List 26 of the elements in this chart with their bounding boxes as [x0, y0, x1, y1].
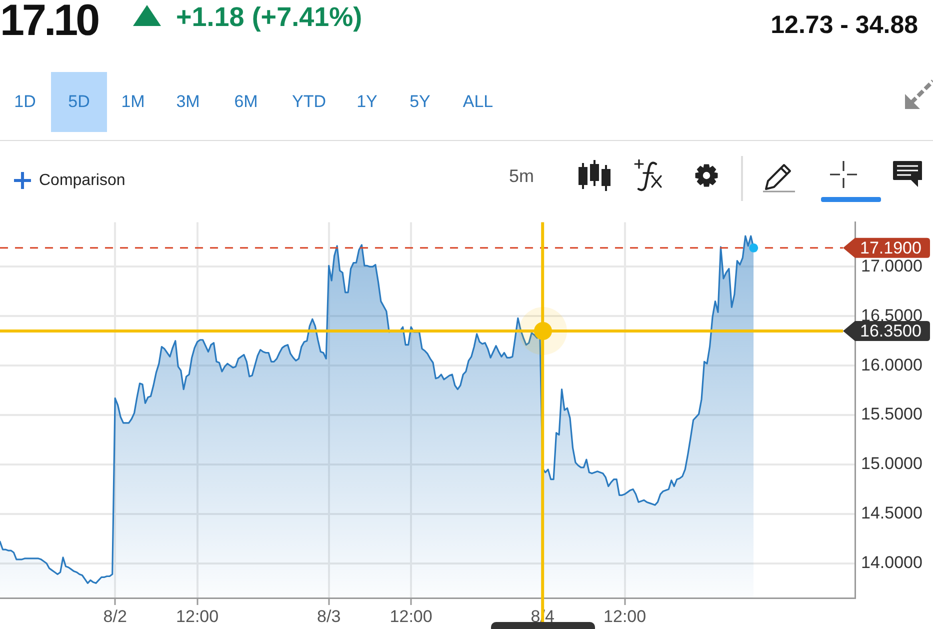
- x-tick-label: 8/3: [317, 606, 341, 626]
- ref-line-label: 17.1900: [860, 238, 922, 258]
- y-tick-label: 15.5000: [861, 404, 922, 424]
- period-tab[interactable]: ALL: [450, 72, 506, 132]
- y-tick-label: 14.5000: [861, 504, 922, 523]
- period-tab[interactable]: 1M: [105, 72, 161, 132]
- y-tick-label: 16.0000: [861, 355, 922, 374]
- x-tick-label: 8/2: [103, 606, 127, 626]
- y-tick-label: 17.0000: [861, 256, 922, 276]
- period-tab[interactable]: YTD: [281, 72, 337, 132]
- chart-subtitle: +1.18 (+7.41%): [176, 1, 362, 33]
- chart-title: 17.10: [0, 0, 98, 46]
- x-tick-label: 12:00: [604, 606, 646, 626]
- comparison-button[interactable]: Comparison: [39, 171, 126, 191]
- text: 12.73 - 34.88: [770, 10, 918, 40]
- period-tab[interactable]: 3M: [160, 72, 216, 132]
- period-tab[interactable]: 6M: [218, 72, 274, 132]
- interval-selector[interactable]: 5m: [509, 165, 534, 187]
- y-tick-label: 14.0000: [861, 553, 922, 572]
- period-tab[interactable]: 1Y: [339, 72, 395, 132]
- x-tick-label: 12:00: [390, 606, 432, 626]
- y-tick-label: 15.0000: [861, 454, 922, 474]
- period-tab[interactable]: 1D: [0, 72, 53, 132]
- x-tick-label: 12:00: [176, 606, 219, 626]
- period-tab[interactable]: 5D: [51, 72, 107, 132]
- period-tab[interactable]: 5Y: [392, 72, 448, 132]
